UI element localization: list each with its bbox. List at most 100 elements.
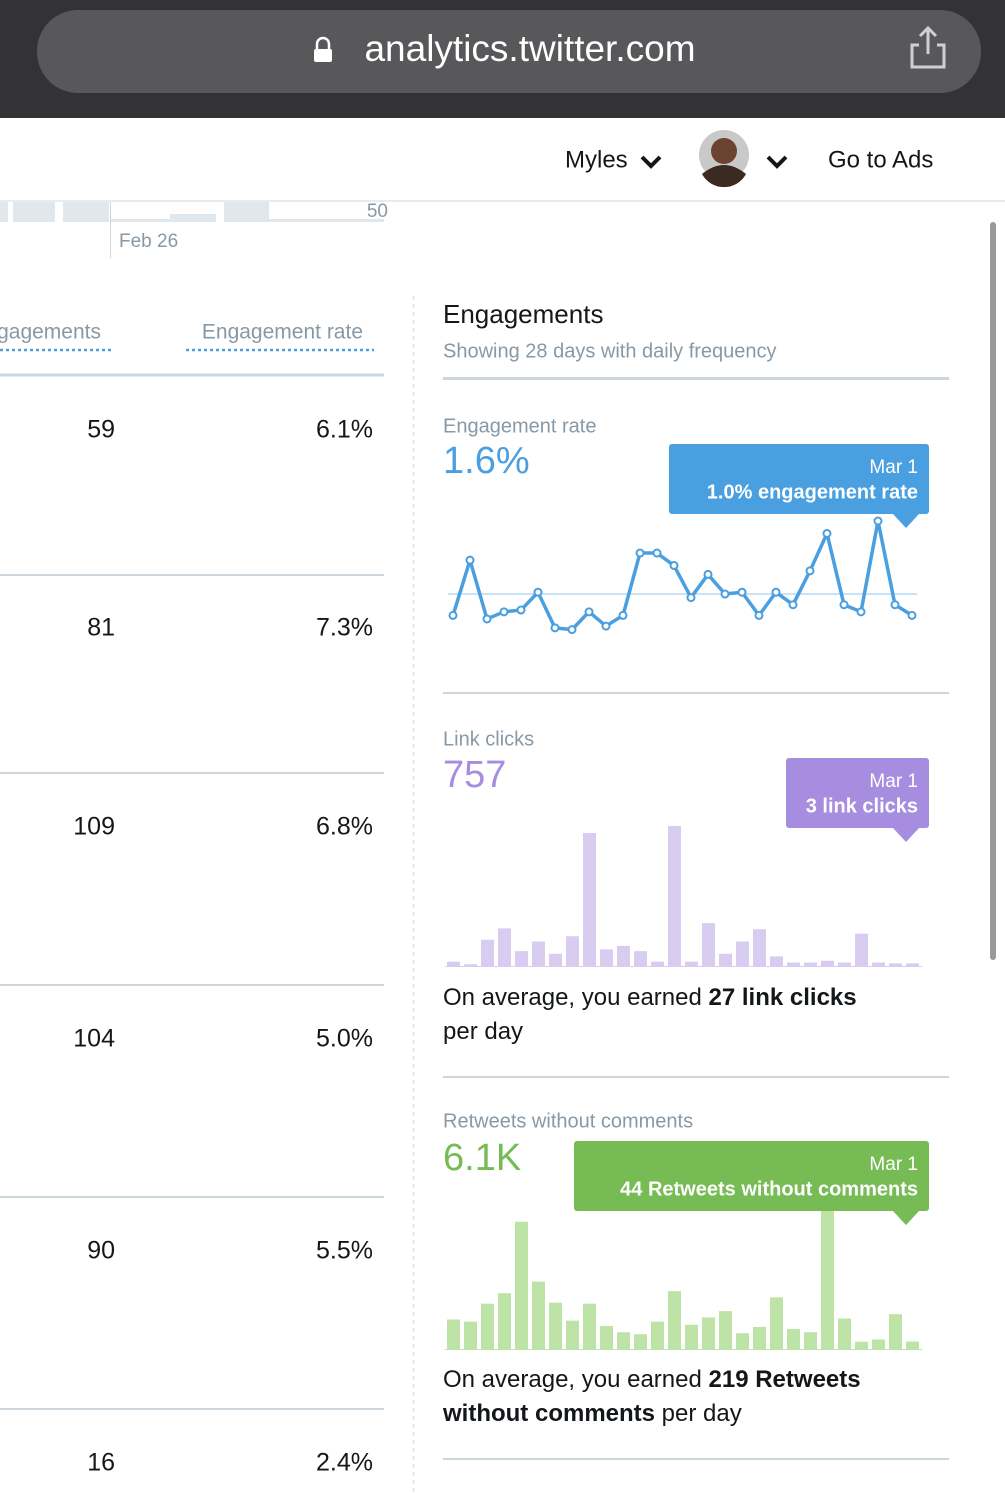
summary-part: 219 Retweets — [709, 1366, 861, 1393]
table-cell: 59 — [87, 416, 115, 444]
scrollbar[interactable] — [990, 222, 996, 960]
bar — [719, 953, 732, 966]
bar — [634, 951, 647, 966]
bar — [583, 833, 596, 966]
bar — [617, 1332, 630, 1349]
bar — [549, 1302, 562, 1349]
table-cell: 5.5% — [316, 1237, 373, 1265]
metric-label: Engagement rate — [443, 415, 596, 437]
bar — [498, 1293, 511, 1349]
line-point — [805, 566, 815, 576]
bar — [668, 1291, 681, 1349]
column-header[interactable]: Engagements — [0, 321, 101, 344]
bar — [719, 1311, 732, 1349]
address-bar[interactable] — [37, 10, 981, 93]
bar — [515, 951, 528, 966]
line-point — [737, 587, 747, 597]
line-point — [703, 569, 713, 579]
bar — [583, 1303, 596, 1349]
bar — [651, 1321, 664, 1349]
timeline-date: Feb 26 — [119, 231, 178, 252]
table-cell: 16 — [87, 1449, 115, 1477]
summary: per day — [443, 1018, 523, 1045]
bar — [481, 1303, 494, 1349]
bar — [634, 1334, 647, 1349]
tooltip-pointer — [893, 828, 919, 842]
table-cell: 6.8% — [316, 813, 373, 841]
tooltip-date: Mar 1 — [869, 1154, 918, 1175]
summary-part: per day — [655, 1400, 742, 1427]
url: analytics.twitter.com — [364, 28, 695, 69]
line-point — [754, 610, 764, 620]
tooltip-pointer — [893, 1211, 919, 1225]
metric-total: 1.6% — [443, 440, 530, 482]
bar — [532, 941, 545, 966]
summary-part: 27 link clicks — [709, 984, 857, 1011]
tooltip — [786, 758, 929, 828]
bar — [447, 961, 460, 966]
bar — [770, 1297, 783, 1349]
line-point — [601, 621, 611, 631]
timeline-fragment — [0, 202, 384, 222]
summary-part: On average, you earned — [443, 1366, 709, 1393]
line-point — [465, 555, 475, 565]
line-point — [839, 600, 849, 610]
line-point — [482, 614, 492, 624]
line-point — [567, 625, 577, 635]
summary-part: without comments — [442, 1400, 655, 1427]
summary-part: per day — [443, 1018, 523, 1045]
avatar[interactable] — [699, 130, 749, 188]
bar — [736, 941, 749, 966]
table-cell: 5.0% — [316, 1025, 373, 1053]
bar — [702, 1317, 715, 1349]
tooltip-pointer — [893, 514, 919, 528]
tooltip-text: 44 Retweets without comments — [620, 1178, 918, 1200]
table-cell: 81 — [87, 614, 115, 642]
bar — [515, 1221, 528, 1349]
tooltip-date: Mar 1 — [869, 457, 918, 478]
bar — [906, 1341, 919, 1349]
line-point — [771, 587, 781, 597]
summary: On average, you earned 27 link clicks — [443, 984, 857, 1011]
line-point — [890, 600, 900, 610]
user-menu[interactable]: Myles — [565, 146, 628, 173]
table-cell: 109 — [73, 813, 115, 841]
line-series — [451, 519, 913, 632]
bar — [736, 1333, 749, 1349]
bar — [855, 933, 868, 966]
bar — [753, 929, 766, 966]
table-cell: 2.4% — [316, 1449, 373, 1477]
line-point — [822, 528, 832, 538]
summary-part: On average, you earned — [443, 984, 709, 1011]
line-point — [499, 607, 509, 617]
bar — [464, 1321, 477, 1349]
bar — [804, 962, 817, 966]
metric-label: Retweets without comments — [443, 1110, 693, 1132]
tooltip — [669, 444, 929, 514]
bar — [498, 928, 511, 966]
bar — [906, 963, 919, 966]
ads-link[interactable]: Go to Ads — [828, 146, 933, 173]
line-point — [635, 548, 645, 558]
tooltip-text: 1.0% engagement rate — [707, 481, 918, 503]
chevron[interactable] — [640, 155, 662, 169]
share-icon[interactable] — [910, 25, 946, 69]
line-point — [907, 610, 917, 620]
bar — [685, 1324, 698, 1349]
column-header[interactable]: Engagement rate — [202, 321, 363, 344]
line-point — [788, 600, 798, 610]
chevron[interactable] — [766, 155, 788, 169]
bar — [804, 1332, 817, 1349]
bar — [838, 1318, 851, 1349]
tooltip-date: Mar 1 — [869, 771, 918, 792]
table-cell: 7.3% — [316, 614, 373, 642]
table-cell: 104 — [73, 1025, 115, 1053]
bar — [685, 961, 698, 966]
summary: without comments per day — [442, 1400, 742, 1427]
metric-label: Link clicks — [443, 728, 534, 750]
table-cell: 6.1% — [316, 416, 373, 444]
bar — [549, 953, 562, 966]
bar — [566, 936, 579, 966]
line-point — [652, 548, 662, 558]
